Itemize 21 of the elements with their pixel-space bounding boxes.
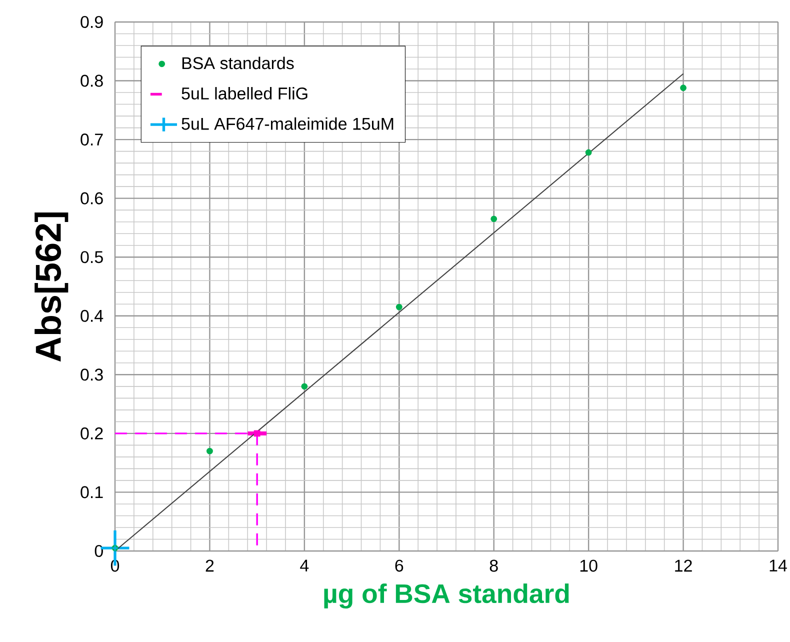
x-tick-label: 2 xyxy=(206,560,214,572)
y-tick-label: 0.3 xyxy=(80,368,103,381)
legend-label: 5uL labelled FliG xyxy=(182,87,308,100)
x-tick-label: 6 xyxy=(395,560,404,572)
x-tick-label: 10 xyxy=(580,560,598,572)
y-tick-label: 0.7 xyxy=(80,134,103,146)
x-tick-label: 8 xyxy=(490,560,498,572)
x-tick-label: 12 xyxy=(675,560,692,572)
y-tick-label: 0.5 xyxy=(80,251,103,264)
legend-label: 5uL AF647-maleimide 15uM xyxy=(182,117,394,130)
y-tick-label: 0.1 xyxy=(80,486,103,498)
y-tick-label: 0.8 xyxy=(80,74,103,87)
x-axis-title: µg of BSA standard xyxy=(324,584,569,609)
y-tick-label: 0.6 xyxy=(80,192,103,204)
y-tick-label: 0.2 xyxy=(80,427,103,440)
x-tick-label: 14 xyxy=(770,560,787,572)
y-tick-label: 0.9 xyxy=(80,16,103,28)
y-axis-title: Abs[562] xyxy=(34,212,68,362)
legend-label: BSA standards xyxy=(182,56,294,70)
x-tick-label: 4 xyxy=(300,560,309,572)
y-tick-label: 0.4 xyxy=(80,310,104,322)
